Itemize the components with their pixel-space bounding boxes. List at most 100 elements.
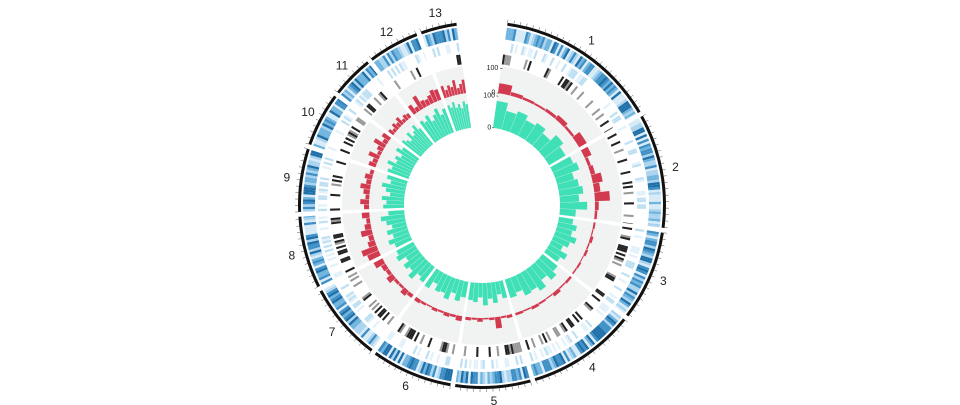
gray-cell bbox=[330, 217, 341, 221]
histogram-bar bbox=[555, 226, 573, 237]
scale-tick bbox=[640, 298, 643, 301]
histogram-bar bbox=[538, 298, 547, 305]
heat-cell bbox=[456, 27, 459, 40]
light-cell bbox=[554, 340, 562, 350]
histogram-bar bbox=[412, 130, 430, 149]
light-cell bbox=[565, 334, 573, 343]
histogram-bar bbox=[367, 250, 381, 261]
scale-tick bbox=[542, 378, 544, 382]
scale-tick bbox=[518, 385, 520, 389]
heat-cell bbox=[307, 242, 320, 248]
heat-cell bbox=[308, 159, 321, 166]
light-cell bbox=[601, 302, 610, 310]
scale-tick bbox=[314, 286, 318, 289]
scale-tick bbox=[607, 338, 611, 342]
heat-cell bbox=[648, 201, 661, 205]
heat-cell bbox=[578, 340, 588, 352]
heat-cell bbox=[641, 250, 655, 257]
histogram-bar bbox=[588, 165, 596, 175]
scale-tick bbox=[307, 136, 311, 139]
scale-tick bbox=[593, 351, 596, 355]
gray-cell bbox=[605, 273, 616, 280]
scale-tick bbox=[649, 281, 653, 284]
histogram-bar bbox=[367, 240, 377, 248]
heat-cell bbox=[570, 345, 579, 357]
heat-cell bbox=[636, 136, 649, 143]
light-cell bbox=[629, 249, 640, 255]
chromosome-label: 10 bbox=[301, 105, 315, 119]
heat-cell bbox=[494, 371, 498, 384]
histogram-bar bbox=[454, 279, 465, 302]
scale-tick bbox=[305, 142, 309, 145]
histogram-bar bbox=[486, 282, 493, 299]
histogram-bar bbox=[545, 293, 553, 300]
heat-cell bbox=[308, 157, 322, 163]
scale-tick bbox=[318, 293, 321, 296]
scale-tick bbox=[379, 48, 382, 52]
heat-cell bbox=[313, 140, 327, 148]
heat-cell bbox=[336, 99, 348, 109]
scale-tick bbox=[532, 25, 534, 29]
heat-cell bbox=[620, 104, 632, 114]
scale-tick bbox=[556, 34, 559, 38]
light-cell bbox=[318, 220, 329, 224]
histogram-bar bbox=[373, 258, 386, 269]
gray-cell bbox=[353, 280, 363, 288]
heat-cell bbox=[436, 366, 442, 379]
light-cell bbox=[464, 359, 468, 369]
heat-cell bbox=[415, 38, 422, 51]
histogram-bar bbox=[386, 217, 406, 226]
light-cell bbox=[509, 43, 514, 53]
light-cell bbox=[543, 54, 549, 64]
light-cell bbox=[429, 351, 435, 362]
heat-cell bbox=[310, 253, 323, 260]
gray-cell bbox=[331, 179, 343, 183]
heat-cell bbox=[568, 51, 577, 64]
gray-cell bbox=[456, 54, 460, 66]
heat-cell bbox=[646, 230, 659, 235]
light-cell bbox=[571, 70, 579, 80]
light-cell bbox=[631, 245, 641, 250]
light-cell bbox=[495, 359, 499, 369]
heat-cell bbox=[303, 201, 316, 205]
heat-cell bbox=[340, 92, 352, 103]
heat-cell bbox=[344, 88, 355, 99]
histogram-bar bbox=[410, 139, 425, 154]
histogram-bar bbox=[461, 108, 468, 129]
heat-cell bbox=[612, 92, 624, 103]
scale-tick bbox=[358, 343, 362, 346]
scale-tick bbox=[374, 51, 377, 55]
gray-cell bbox=[622, 222, 633, 225]
histogram-bar bbox=[534, 102, 546, 111]
heat-cell bbox=[638, 143, 651, 150]
heat-cell bbox=[405, 41, 414, 54]
heat-cell bbox=[648, 189, 661, 193]
heat-cell bbox=[621, 106, 634, 116]
heat-cell bbox=[547, 40, 555, 53]
scale-tick bbox=[361, 61, 364, 65]
histogram-bar bbox=[381, 263, 389, 272]
scale-tick bbox=[344, 329, 348, 333]
histogram-bar bbox=[400, 155, 416, 166]
heat-cell bbox=[487, 371, 491, 384]
light-cell bbox=[468, 359, 472, 369]
heat-cell bbox=[510, 369, 515, 382]
histogram-bar bbox=[564, 275, 572, 284]
heat-cell bbox=[412, 359, 420, 372]
heat-cell bbox=[562, 350, 571, 362]
heat-cell bbox=[332, 297, 345, 307]
light-cell bbox=[459, 358, 464, 368]
heat-cell bbox=[572, 54, 582, 66]
histogram-bar bbox=[592, 182, 601, 193]
heat-cell bbox=[350, 81, 362, 92]
histogram-bar bbox=[365, 178, 372, 185]
heat-cell bbox=[625, 113, 637, 121]
heat-cell bbox=[637, 140, 650, 148]
gray-cell bbox=[553, 326, 561, 337]
heat-cell bbox=[314, 264, 327, 272]
light-cell bbox=[617, 277, 627, 284]
heat-cell bbox=[583, 335, 594, 347]
heat-cell bbox=[648, 215, 661, 220]
chromosome-ring bbox=[308, 95, 337, 146]
